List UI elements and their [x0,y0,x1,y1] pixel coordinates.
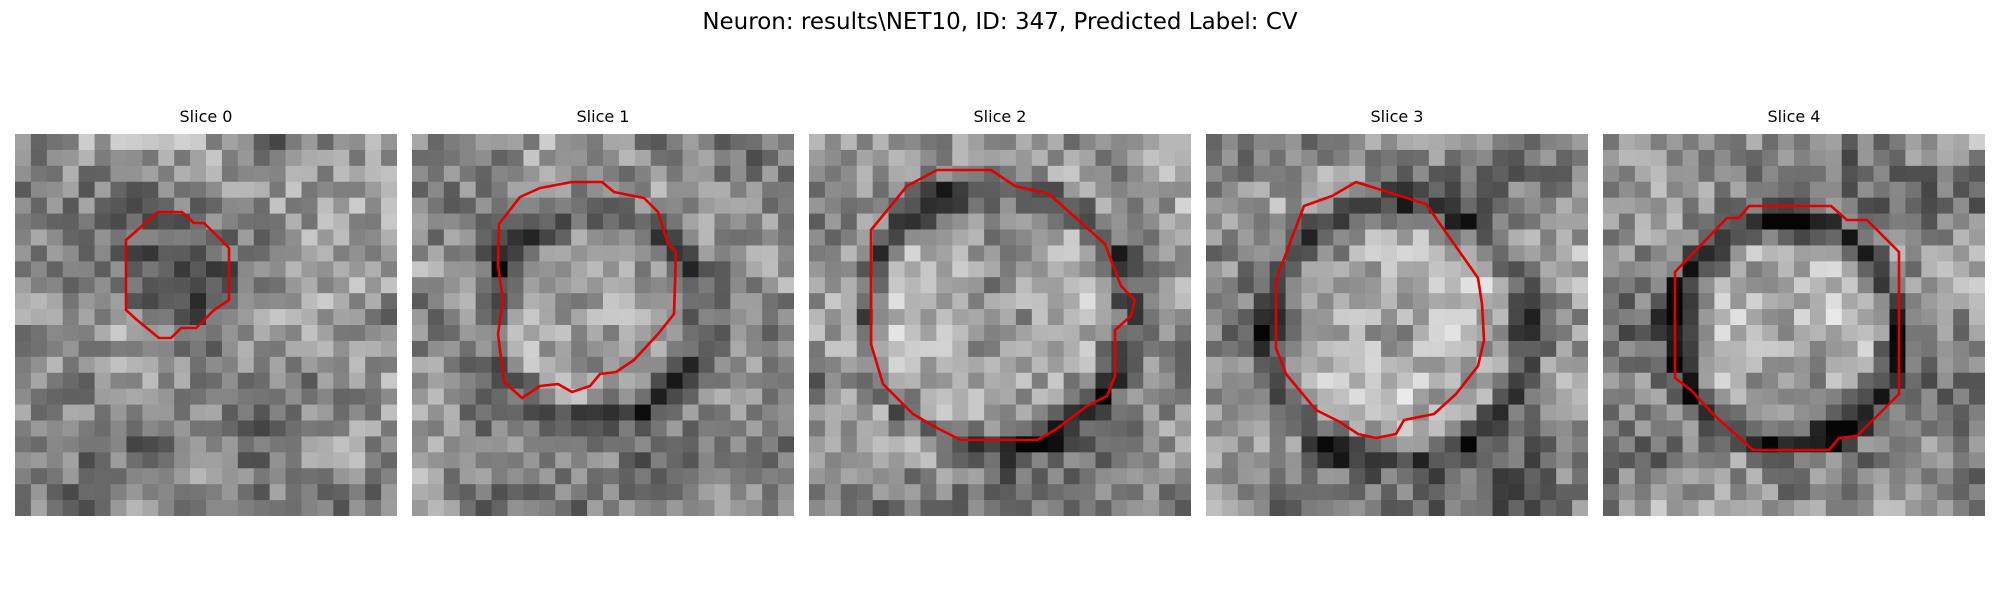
slice-title: Slice 4 [1767,107,1821,126]
segmentation-contour [1274,180,1486,440]
slice-image [412,134,794,516]
figure-title: Neuron: results\NET10, ID: 347, Predicte… [702,9,1298,35]
segmentation-contour [869,168,1137,442]
pixel-grid [15,134,397,516]
slice-panel-1: Slice 1 [412,107,794,516]
slice-panel-4: Slice 4 [1603,107,1985,516]
slice-title: Slice 3 [1370,107,1424,126]
pixel-grid [1206,134,1588,516]
segmentation-contour [496,180,678,400]
slice-image [15,134,397,516]
slice-panel-0: Slice 0 [15,107,397,516]
slice-title: Slice 1 [576,107,630,126]
slice-panel-3: Slice 3 [1206,107,1588,516]
pixel-grid [1603,134,1985,516]
pixel-grid [809,134,1191,516]
segmentation-contour [124,210,231,340]
slice-image [809,134,1191,516]
pixel-grid [412,134,794,516]
segmentation-contour [1673,204,1901,452]
slice-title: Slice 2 [973,107,1027,126]
slice-image [1603,134,1985,516]
slice-image [1206,134,1588,516]
slice-title: Slice 0 [179,107,233,126]
slice-panel-2: Slice 2 [809,107,1191,516]
